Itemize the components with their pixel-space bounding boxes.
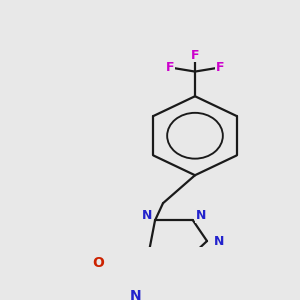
Text: N: N <box>130 289 142 300</box>
Text: N: N <box>142 209 152 222</box>
Text: N: N <box>196 209 206 222</box>
Text: F: F <box>216 61 224 74</box>
Text: N: N <box>214 235 224 248</box>
Text: F: F <box>191 49 199 62</box>
Text: O: O <box>92 256 104 270</box>
Text: F: F <box>166 61 174 74</box>
